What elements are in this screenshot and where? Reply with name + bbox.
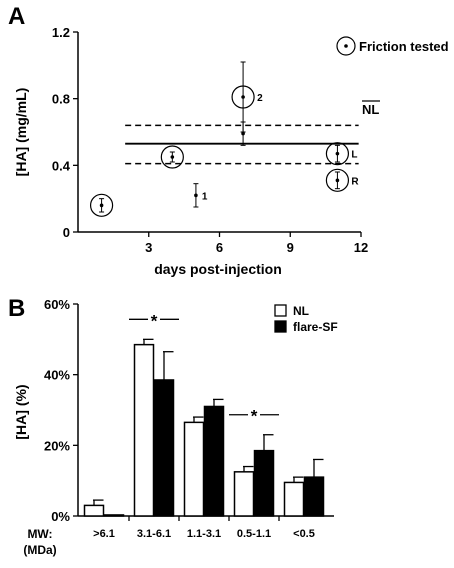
data-point bbox=[170, 155, 175, 159]
legend-flare-sf-label: flare-SF bbox=[293, 320, 338, 334]
friction-tested-circle bbox=[325, 142, 350, 166]
panel-b-significance: ** bbox=[129, 311, 279, 426]
point-label: R bbox=[351, 176, 359, 187]
bar-nl bbox=[83, 504, 105, 517]
legend-circle-marker bbox=[336, 36, 356, 56]
bar-flare-sf bbox=[103, 514, 125, 517]
data-point bbox=[241, 131, 245, 136]
legend-nl-swatch bbox=[274, 304, 287, 317]
data-point bbox=[335, 151, 340, 156]
panel-a-label: A bbox=[8, 3, 25, 30]
x-tick-label: 0.5-1.1 bbox=[237, 528, 271, 540]
bar-flare-sf bbox=[153, 379, 175, 517]
bar-nl bbox=[233, 471, 255, 517]
significance-star: * bbox=[151, 311, 158, 330]
y-tick-label: 40% bbox=[44, 368, 70, 383]
panel-b-mw-label: MW: bbox=[27, 527, 52, 541]
panel-b: B [HA] (%) MW: (MDa) 0% 20% 40% 60% >6.1 3.1-… bbox=[8, 295, 338, 557]
y-tick-label: 0.8 bbox=[52, 92, 70, 107]
significance-star: * bbox=[251, 407, 258, 426]
panel-a-reference-lines bbox=[125, 124, 359, 165]
nl-reference-label: NL bbox=[362, 102, 379, 117]
x-tick-label: >6.1 bbox=[93, 528, 115, 540]
data-point bbox=[99, 203, 104, 208]
point-label: 1 bbox=[202, 191, 208, 202]
panel-a-y-axis-label: [HA] (mg/mL) bbox=[13, 88, 29, 177]
bar-nl bbox=[183, 421, 205, 517]
data-point bbox=[194, 193, 198, 198]
x-tick-label: 6 bbox=[216, 240, 223, 255]
y-tick-label: 0.4 bbox=[52, 158, 71, 173]
panel-b-ticks: 0% 20% 40% 60% >6.1 3.1-6.1 1.1-3.1 0.5-1.1 <0.5 bbox=[44, 297, 315, 540]
panel-a-ticks: 00.40.81.23 6 9 12 bbox=[52, 25, 368, 255]
panel-b-label: B bbox=[8, 295, 25, 322]
legend-nl-label: NL bbox=[293, 304, 309, 318]
friction-tested-circle bbox=[231, 85, 255, 109]
panel-b-legend: NL flare-SF bbox=[274, 304, 338, 334]
point-label: 2 bbox=[257, 93, 263, 104]
panel-a: A [HA] (mg/mL) days post-injection 0 0.4 0… bbox=[8, 3, 449, 277]
panel-b-bars bbox=[83, 338, 325, 517]
legend-dot-marker bbox=[344, 44, 348, 48]
legend-friction-tested: Friction tested bbox=[359, 39, 449, 54]
data-point bbox=[335, 178, 340, 183]
panel-b-mda-label: (MDa) bbox=[23, 543, 56, 557]
panel-a-points: 1 2 L R bbox=[89, 61, 359, 217]
bar-flare-sf bbox=[303, 476, 325, 517]
friction-tested-circle bbox=[325, 168, 350, 192]
y-tick-label: 20% bbox=[44, 438, 70, 453]
y-tick-label: 0 bbox=[63, 225, 70, 240]
panel-b-y-axis-label: [HA] (%) bbox=[13, 384, 29, 439]
x-tick-label: <0.5 bbox=[293, 528, 315, 540]
x-tick-label: 9 bbox=[287, 240, 294, 255]
bar-flare-sf bbox=[253, 449, 275, 517]
x-tick-label: 1.1-3.1 bbox=[187, 528, 221, 540]
y-tick-label: 1.2 bbox=[52, 25, 70, 40]
x-tick-label: 3.1-6.1 bbox=[137, 528, 171, 540]
legend-flare-sf-swatch bbox=[274, 320, 287, 333]
bar-flare-sf bbox=[203, 405, 225, 517]
bar-nl bbox=[133, 343, 155, 517]
y-tick-label: 0% bbox=[51, 509, 70, 524]
friction-tested-circle bbox=[89, 193, 114, 217]
x-tick-label: 12 bbox=[354, 240, 368, 255]
y-tick-label: 60% bbox=[44, 297, 70, 312]
data-point bbox=[241, 95, 245, 99]
panel-a-x-axis-label: days post-injection bbox=[154, 261, 282, 277]
bar-nl bbox=[283, 481, 305, 517]
x-tick-label: 3 bbox=[145, 240, 152, 255]
point-label: L bbox=[351, 150, 357, 161]
friction-tested-circle bbox=[160, 145, 184, 169]
panel-a-legend: Friction tested bbox=[336, 36, 449, 56]
